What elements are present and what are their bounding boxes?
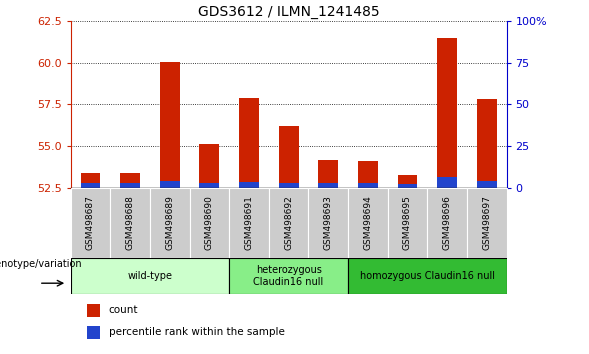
Bar	[239, 182, 259, 188]
Bar	[229, 258, 348, 294]
Title: GDS3612 / ILMN_1241485: GDS3612 / ILMN_1241485	[198, 5, 379, 19]
Bar	[269, 188, 309, 258]
Bar	[110, 188, 150, 258]
Bar	[279, 183, 299, 188]
Bar	[229, 188, 269, 258]
Bar	[150, 188, 190, 258]
Text: wild-type: wild-type	[127, 271, 173, 281]
Text: percentile rank within the sample: percentile rank within the sample	[108, 327, 284, 337]
Text: heterozygous
Claudin16 null: heterozygous Claudin16 null	[253, 265, 324, 287]
Bar	[348, 258, 507, 294]
Bar	[477, 99, 497, 188]
Bar	[71, 188, 110, 258]
Text: GSM498693: GSM498693	[324, 195, 333, 251]
Bar	[437, 177, 457, 188]
Bar	[309, 188, 348, 258]
Bar	[87, 326, 100, 339]
Bar	[437, 38, 457, 188]
Bar	[398, 175, 418, 188]
Text: homozygous Claudin16 null: homozygous Claudin16 null	[360, 271, 495, 281]
Bar	[318, 160, 338, 188]
Text: count: count	[108, 305, 138, 315]
Bar	[467, 188, 507, 258]
Bar	[318, 183, 338, 188]
Bar	[160, 181, 180, 188]
Text: genotype/variation: genotype/variation	[0, 259, 82, 269]
Bar	[239, 98, 259, 188]
Text: GSM498688: GSM498688	[125, 195, 135, 251]
Bar	[160, 62, 180, 188]
Text: GSM498695: GSM498695	[403, 195, 412, 251]
Text: GSM498687: GSM498687	[86, 195, 95, 251]
Bar	[190, 188, 229, 258]
Bar	[81, 173, 100, 188]
Bar	[348, 188, 388, 258]
Text: GSM498697: GSM498697	[482, 195, 491, 251]
Bar	[427, 188, 467, 258]
Text: GSM498691: GSM498691	[244, 195, 253, 251]
Bar	[81, 183, 100, 188]
Bar	[358, 183, 378, 188]
Bar	[120, 173, 140, 188]
Text: GSM498690: GSM498690	[205, 195, 214, 251]
Bar	[388, 188, 427, 258]
Text: GSM498694: GSM498694	[363, 196, 372, 250]
Bar	[87, 304, 100, 317]
Bar	[71, 258, 229, 294]
Bar	[120, 183, 140, 188]
Bar	[200, 183, 219, 188]
Bar	[358, 161, 378, 188]
Text: GSM498689: GSM498689	[166, 195, 174, 251]
Bar	[477, 181, 497, 188]
Text: GSM498692: GSM498692	[284, 196, 293, 250]
Bar	[200, 144, 219, 188]
Bar	[279, 126, 299, 188]
Bar	[398, 184, 418, 188]
Text: GSM498696: GSM498696	[442, 195, 452, 251]
